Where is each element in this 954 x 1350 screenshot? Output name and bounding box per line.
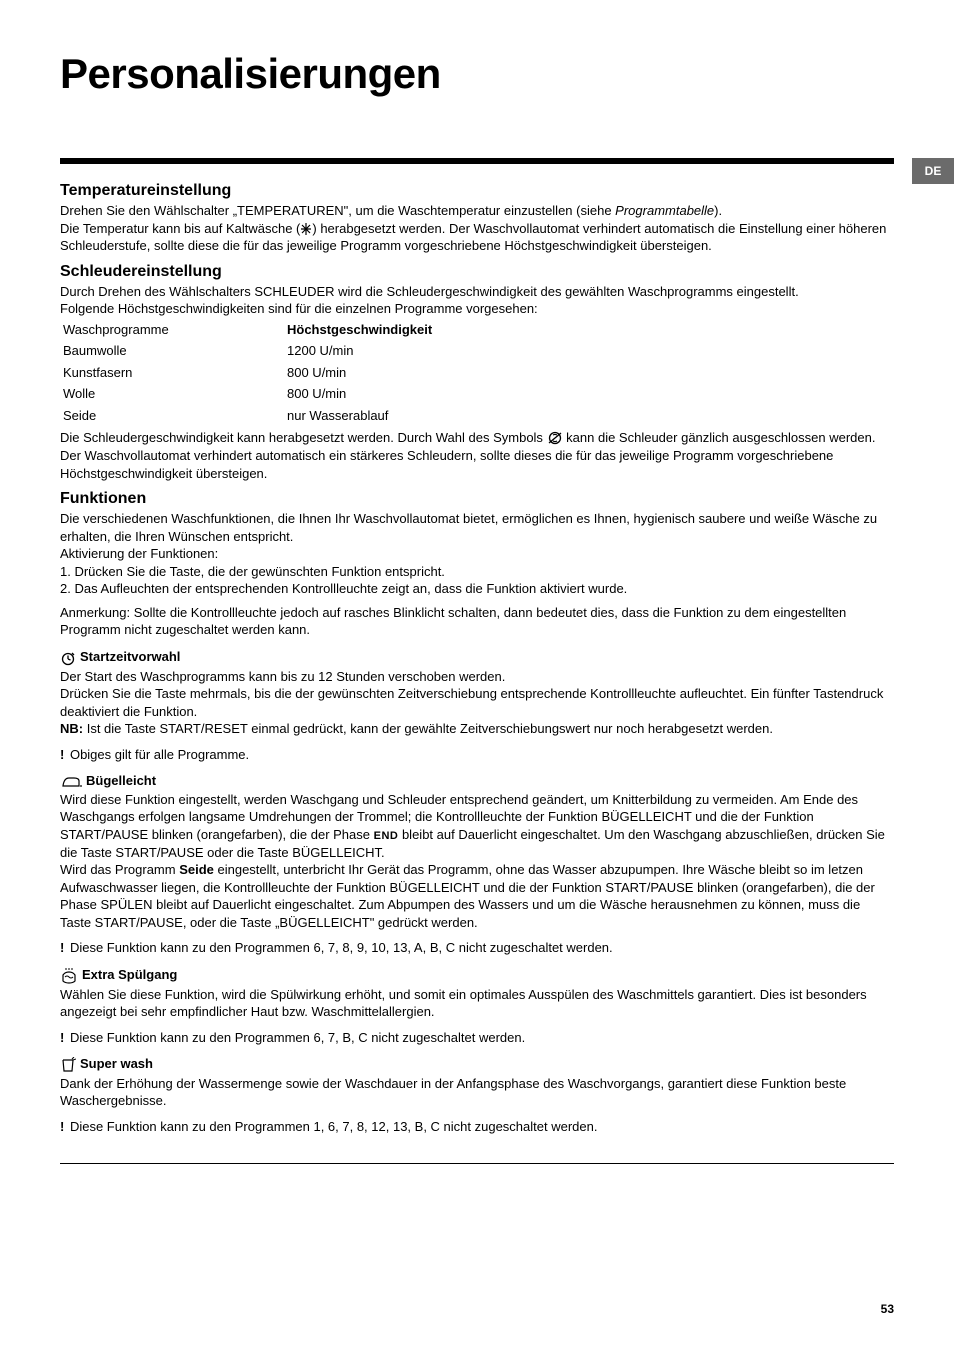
delay-p3: NB: Ist die Taste START/RESET einmal ged… xyxy=(60,720,894,738)
text-italic: Programmtabelle xyxy=(615,203,714,218)
text-span: Diese Funktion kann zu den Programmen 6,… xyxy=(66,1030,525,1045)
warning-icon: ! xyxy=(60,1119,64,1134)
temp-para2: Die Temperatur kann bis auf Kaltwäsche (… xyxy=(60,220,894,255)
temp-para1: Drehen Sie den Wählschalter „TEMPERATURE… xyxy=(60,202,894,220)
no-spin-icon xyxy=(547,431,563,445)
warning-icon: ! xyxy=(60,1030,64,1045)
table-cell: Kunstfasern xyxy=(62,363,284,383)
table-cell: Baumwolle xyxy=(62,341,284,361)
delay-p2: Drücken Sie die Taste mehrmals, bis die … xyxy=(60,685,894,720)
subheading-iron: Bügelleicht xyxy=(60,773,894,789)
subheading-label: Bügelleicht xyxy=(86,773,156,788)
funcs-para4: 2. Das Aufleuchten der entsprechenden Ko… xyxy=(60,580,894,598)
subheading-rinse: Extra Spülgang xyxy=(60,967,894,984)
iron-p1: Wird diese Funktion eingestellt, werden … xyxy=(60,791,894,861)
text-span: ). xyxy=(714,203,722,218)
funcs-para1: Die verschiedenen Waschfunktionen, die I… xyxy=(60,510,894,545)
table-cell: 800 U/min xyxy=(286,384,433,404)
section-divider xyxy=(60,158,894,164)
spin-speed-table: Waschprogramme Höchstgeschwindigkeit Bau… xyxy=(60,318,435,428)
text-span: Wird das Programm xyxy=(60,862,179,877)
text-end-label: END xyxy=(374,830,399,842)
heading-spin: Schleudereinstellung xyxy=(60,263,894,281)
extra-rinse-icon xyxy=(60,968,78,984)
footer-divider xyxy=(60,1163,894,1164)
spin-para1: Durch Drehen des Wählschalters SCHLEUDER… xyxy=(60,283,894,301)
table-cell: 1200 U/min xyxy=(286,341,433,361)
easy-iron-icon xyxy=(60,775,82,789)
table-row: Kunstfasern800 U/min xyxy=(62,363,433,383)
cold-wash-icon xyxy=(300,222,312,236)
funcs-para5: Anmerkung: Sollte die Kontrollleuchte je… xyxy=(60,604,894,639)
text-span: Drehen Sie den Wählschalter „TEMPERATURE… xyxy=(60,203,615,218)
text-span: Ist die Taste START/RESET einmal gedrück… xyxy=(83,721,773,736)
table-row: Seidenur Wasserablauf xyxy=(62,406,433,426)
subheading-label: Super wash xyxy=(80,1056,153,1071)
table-header: Höchstgeschwindigkeit xyxy=(286,320,433,340)
table-cell: Seide xyxy=(62,406,284,426)
funcs-para2: Aktivierung der Funktionen: xyxy=(60,545,894,563)
rinse-warn: ! Diese Funktion kann zu den Programmen … xyxy=(60,1029,894,1047)
super-wash-icon xyxy=(60,1057,76,1073)
table-header: Waschprogramme xyxy=(62,320,284,340)
super-p1: Dank der Erhöhung der Wassermenge sowie … xyxy=(60,1075,894,1110)
heading-functions: Funktionen xyxy=(60,490,894,508)
funcs-para3: 1. Drücken Sie die Taste, die der gewüns… xyxy=(60,563,894,581)
table-header-row: Waschprogramme Höchstgeschwindigkeit xyxy=(62,320,433,340)
table-cell: 800 U/min xyxy=(286,363,433,383)
warning-icon: ! xyxy=(60,747,64,762)
heading-temperature: Temperatureinstellung xyxy=(60,182,894,200)
table-cell: Wolle xyxy=(62,384,284,404)
page-number: 53 xyxy=(881,1302,894,1316)
text-span: Diese Funktion kann zu den Programmen 6,… xyxy=(66,940,612,955)
rinse-p1: Wählen Sie diese Funktion, wird die Spül… xyxy=(60,986,894,1021)
page-content: Personalisierungen Temperatureinstellung… xyxy=(0,0,954,1204)
text-bold: Seide xyxy=(179,862,214,877)
table-row: Baumwolle1200 U/min xyxy=(62,341,433,361)
subheading-label: Startzeitvorwahl xyxy=(80,649,180,664)
spin-para2: Folgende Höchstgeschwindigkeiten sind fü… xyxy=(60,300,894,318)
iron-warn: ! Diese Funktion kann zu den Programmen … xyxy=(60,939,894,957)
delay-warn: ! Obiges gilt für alle Programme. xyxy=(60,746,894,764)
delay-p1: Der Start des Waschprogramms kann bis zu… xyxy=(60,668,894,686)
super-warn: ! Diese Funktion kann zu den Programmen … xyxy=(60,1118,894,1136)
text-bold: NB: xyxy=(60,721,83,736)
subheading-label: Extra Spülgang xyxy=(82,967,177,982)
warning-icon: ! xyxy=(60,940,64,955)
table-row: Wolle800 U/min xyxy=(62,384,433,404)
spin-para3: Die Schleudergeschwindigkeit kann herabg… xyxy=(60,429,894,447)
spin-para4: Der Waschvollautomat verhindert automati… xyxy=(60,447,894,482)
table-cell: nur Wasserablauf xyxy=(286,406,433,426)
subheading-super-wash: Super wash xyxy=(60,1056,894,1073)
text-span: Obiges gilt für alle Programme. xyxy=(66,747,249,762)
page-title: Personalisierungen xyxy=(60,50,894,98)
iron-p2: Wird das Programm Seide eingestellt, unt… xyxy=(60,861,894,931)
delay-timer-icon xyxy=(60,650,76,666)
text-span: Diese Funktion kann zu den Programmen 1,… xyxy=(66,1119,597,1134)
subheading-delay: Startzeitvorwahl xyxy=(60,649,894,666)
